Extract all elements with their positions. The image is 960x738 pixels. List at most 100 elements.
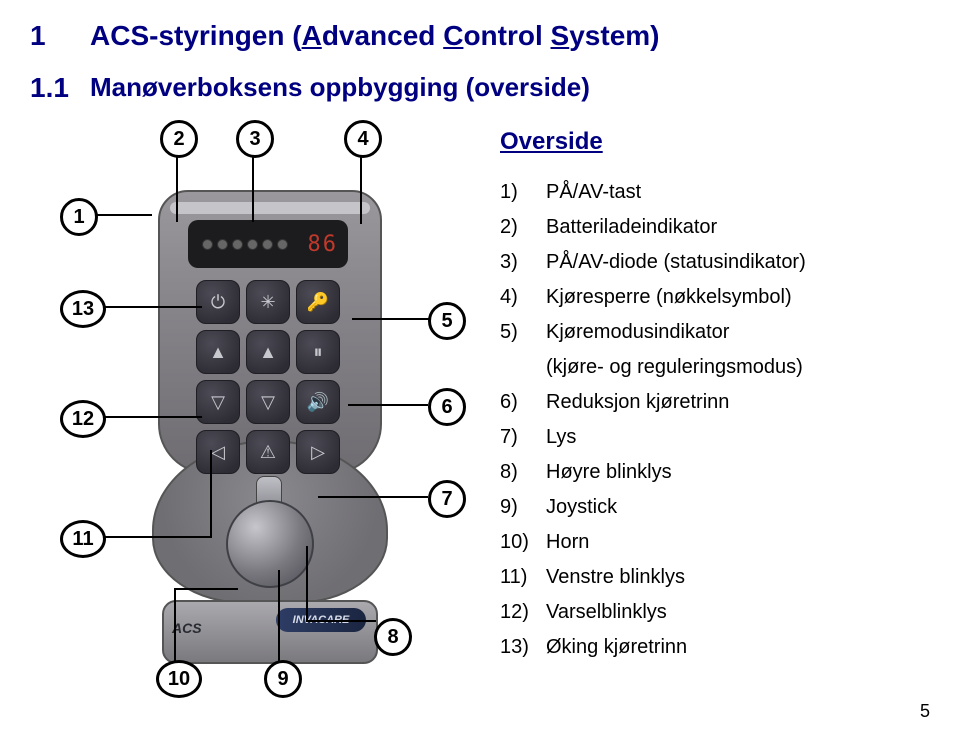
legend-num: 11) <box>500 560 546 595</box>
keypad-key: ▽ <box>246 380 290 424</box>
leader-line <box>92 536 212 538</box>
legend-num: 7) <box>500 420 546 455</box>
callout-13: 13 <box>60 290 106 328</box>
callout-10: 10 <box>156 660 202 698</box>
legend-text: Joystick <box>546 490 617 525</box>
keypad-key: 🔑 <box>296 280 340 324</box>
legend-text: Lys <box>546 420 576 455</box>
t1-post: ystem) <box>569 20 659 51</box>
leader-line <box>348 404 428 406</box>
legend-row: 13)Øking kjøretrinn <box>500 630 806 665</box>
leader-line <box>352 318 430 320</box>
legend-row: (kjøre- og reguleringsmodus) <box>500 350 806 385</box>
device-base-panel: ACS INVACARE <box>162 600 378 664</box>
legend-row: 3)PÅ/AV-diode (statusindikator) <box>500 245 806 280</box>
callout-4: 4 <box>344 120 382 158</box>
legend-row: 12)Varselblinklys <box>500 595 806 630</box>
legend-num: 10) <box>500 525 546 560</box>
callout-3: 3 <box>236 120 274 158</box>
leader-line <box>174 588 238 590</box>
page-number: 5 <box>920 701 930 722</box>
leader-line <box>92 214 152 216</box>
t1-s: S <box>551 20 570 51</box>
legend-text: Kjøresperre (nøkkelsymbol) <box>546 280 792 315</box>
legend-text: Høyre blinklys <box>546 455 672 490</box>
callout-11: 11 <box>60 520 106 558</box>
legend-row: 9)Joystick <box>500 490 806 525</box>
legend-text: PÅ/AV-diode (statusindikator) <box>546 245 806 280</box>
control-diagram: ACS INVACARE 86 ⏻✳🔑▲▲⏸▽▽🔊◁⚠▷ 12345678910… <box>48 120 478 696</box>
legend-text: Varselblinklys <box>546 595 667 630</box>
leader-line <box>306 546 308 622</box>
keypad-key: 🔊 <box>296 380 340 424</box>
diagram-subtitle: Overside <box>500 128 603 156</box>
keypad-key: ◁ <box>196 430 240 474</box>
leader-line <box>306 620 376 622</box>
keypad-key: ⏻ <box>196 280 240 324</box>
t1-m2: ontrol <box>463 20 550 51</box>
section-1-1-title: Manøverboksens oppbygging (overside) <box>90 72 590 103</box>
legend-list: 1)PÅ/AV-tast2)Batteriladeindikator3)PÅ/A… <box>500 175 806 665</box>
keypad-key: ⚠ <box>246 430 290 474</box>
section-1-number: 1 <box>30 20 46 52</box>
keypad: ⏻✳🔑▲▲⏸▽▽🔊◁⚠▷ <box>196 280 340 474</box>
device-body: ACS INVACARE 86 ⏻✳🔑▲▲⏸▽▽🔊◁⚠▷ <box>138 180 398 680</box>
leader-line <box>360 152 362 224</box>
keypad-key: ✳ <box>246 280 290 324</box>
legend-row: 6)Reduksjon kjøretrinn <box>500 385 806 420</box>
leader-line <box>92 416 202 418</box>
leader-line <box>92 306 202 308</box>
legend-row: 10)Horn <box>500 525 806 560</box>
keypad-key: ▽ <box>196 380 240 424</box>
legend-row: 8)Høyre blinklys <box>500 455 806 490</box>
joystick-ball <box>226 500 314 588</box>
leader-line <box>176 152 178 222</box>
legend-num: 2) <box>500 210 546 245</box>
callout-6: 6 <box>428 388 466 426</box>
leader-line <box>174 590 176 664</box>
legend-row: 5)Kjøremodusindikator <box>500 315 806 350</box>
leader-line <box>210 450 212 536</box>
legend-text: (kjøre- og reguleringsmodus) <box>546 350 803 385</box>
callout-12: 12 <box>60 400 106 438</box>
callout-2: 2 <box>160 120 198 158</box>
keypad-key: ▷ <box>296 430 340 474</box>
callout-9: 9 <box>264 660 302 698</box>
legend-text: Venstre blinklys <box>546 560 685 595</box>
t1-pre: ACS-styringen ( <box>90 20 302 51</box>
leader-line <box>318 496 428 498</box>
keypad-key: ▲ <box>196 330 240 374</box>
legend-text: Horn <box>546 525 589 560</box>
legend-num: 4) <box>500 280 546 315</box>
legend-num: 5) <box>500 315 546 350</box>
legend-num: 9) <box>500 490 546 525</box>
legend-text: PÅ/AV-tast <box>546 175 641 210</box>
legend-num: 12) <box>500 595 546 630</box>
legend-num: 3) <box>500 245 546 280</box>
callout-5: 5 <box>428 302 466 340</box>
display-digits: 86 <box>308 232 339 257</box>
legend-num: 6) <box>500 385 546 420</box>
t1-m1: dvanced <box>322 20 443 51</box>
legend-num: 1) <box>500 175 546 210</box>
legend-text: Kjøremodusindikator <box>546 315 729 350</box>
device-display: 86 <box>188 220 348 268</box>
legend-row: 11)Venstre blinklys <box>500 560 806 595</box>
section-1-1-number: 1.1 <box>30 72 69 104</box>
legend-num: 8) <box>500 455 546 490</box>
legend-row: 4)Kjøresperre (nøkkelsymbol) <box>500 280 806 315</box>
battery-led-row <box>202 239 288 250</box>
callout-7: 7 <box>428 480 466 518</box>
leader-line <box>252 152 254 222</box>
callout-1: 1 <box>60 198 98 236</box>
leader-line <box>278 570 280 662</box>
section-1-title: ACS-styringen (Advanced Control System) <box>90 20 659 52</box>
callout-8: 8 <box>374 618 412 656</box>
legend-row: 1)PÅ/AV-tast <box>500 175 806 210</box>
legend-num: 13) <box>500 630 546 665</box>
t1-a: A <box>302 20 322 51</box>
legend-row: 2)Batteriladeindikator <box>500 210 806 245</box>
acs-label: ACS <box>172 620 202 636</box>
keypad-key: ⏸ <box>296 330 340 374</box>
legend-row: 7)Lys <box>500 420 806 455</box>
